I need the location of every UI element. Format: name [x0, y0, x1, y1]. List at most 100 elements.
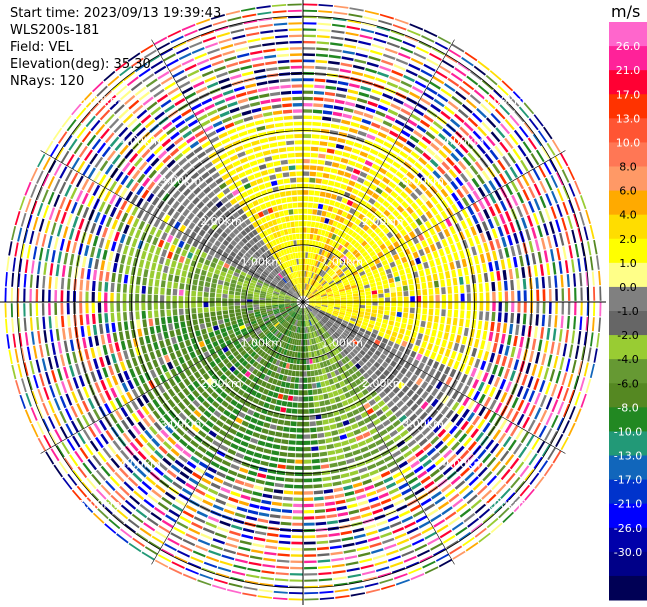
gate-cell	[92, 455, 102, 467]
gate-cell	[573, 375, 580, 390]
gate-cell	[206, 396, 215, 404]
gate-cell	[451, 203, 459, 213]
gate-cell	[577, 258, 582, 272]
gate-cell	[306, 239, 310, 246]
gate-cell	[216, 306, 222, 312]
gate-cell	[313, 484, 323, 489]
gate-cell	[371, 290, 378, 295]
gate-cell	[322, 237, 328, 243]
gate-cell	[309, 300, 316, 302]
gate-cell	[177, 335, 183, 343]
gate-cell	[382, 93, 394, 100]
gate-cell	[409, 23, 424, 31]
gate-cell	[516, 313, 521, 324]
gate-cell	[332, 333, 339, 339]
gate-cell	[60, 150, 70, 164]
gate-cell	[212, 440, 221, 448]
gate-cell	[294, 484, 303, 489]
gate-cell	[434, 456, 445, 466]
gate-cell	[51, 342, 56, 355]
gate-cell	[100, 128, 110, 140]
gate-cell	[151, 535, 165, 545]
gate-cell	[344, 171, 352, 178]
gate-cell	[448, 302, 453, 310]
gate-cell	[75, 190, 84, 202]
gate-cell	[307, 292, 312, 298]
gate-cell	[163, 331, 169, 339]
gate-cell	[328, 246, 334, 253]
gate-cell	[356, 46, 370, 52]
gate-cell	[331, 162, 340, 168]
gate-cell	[412, 345, 420, 353]
gate-cell	[240, 349, 247, 357]
gate-cell	[246, 515, 258, 521]
gate-cell	[170, 227, 177, 237]
gate-cell	[458, 85, 471, 96]
gate-cell	[485, 311, 490, 321]
gate-cell	[174, 443, 184, 452]
gate-cell	[557, 401, 565, 415]
gate-cell	[357, 313, 364, 318]
gate-cell	[237, 251, 244, 258]
gate-cell	[282, 312, 288, 317]
gate-cell	[437, 428, 447, 438]
gate-cell	[421, 136, 432, 145]
gate-cell	[393, 271, 399, 278]
gate-cell	[271, 450, 280, 456]
gate-cell	[370, 49, 383, 56]
gate-cell	[24, 332, 29, 346]
gate-cell	[251, 458, 261, 465]
gate-cell	[478, 311, 484, 321]
gate-cell	[441, 506, 453, 516]
gate-cell	[186, 237, 194, 245]
gate-cell	[106, 261, 112, 272]
gate-cell	[261, 335, 268, 342]
gate-cell	[406, 206, 414, 215]
gate-cell	[229, 413, 237, 421]
gate-cell	[423, 178, 432, 188]
gate-cell	[316, 363, 321, 369]
gate-cell	[100, 484, 112, 496]
gate-cell	[372, 508, 384, 515]
gate-cell	[276, 366, 282, 373]
gate-cell	[502, 436, 512, 448]
gate-cell	[591, 317, 595, 332]
gate-cell	[275, 275, 281, 281]
gate-cell	[198, 280, 205, 287]
gate-cell	[255, 479, 265, 485]
gate-cell	[278, 306, 285, 309]
gate-cell	[345, 271, 352, 277]
gate-cell	[45, 248, 50, 262]
gate-cell	[477, 320, 483, 330]
gate-cell	[318, 312, 324, 317]
gate-cell	[386, 549, 399, 556]
gate-cell	[328, 456, 337, 462]
gate-cell	[470, 367, 478, 378]
gate-cell	[345, 327, 352, 333]
gate-cell	[342, 266, 349, 273]
gate-cell	[318, 328, 324, 335]
gate-cell	[244, 400, 252, 408]
gate-cell	[141, 148, 151, 159]
gate-cell	[196, 210, 205, 219]
gate-cell	[405, 69, 418, 77]
gate-cell	[447, 100, 459, 110]
gate-cell	[347, 573, 362, 579]
gate-cell	[115, 410, 123, 421]
gate-cell	[97, 508, 109, 520]
gate-cell	[171, 503, 184, 512]
gate-cell	[204, 281, 211, 288]
gate-cell	[280, 445, 288, 451]
gate-cell	[110, 312, 115, 323]
gate-cell	[402, 145, 412, 154]
gate-cell	[204, 312, 210, 318]
gate-cell	[544, 208, 551, 221]
gate-cell	[312, 309, 318, 315]
gate-cell	[493, 216, 500, 227]
gate-cell	[438, 363, 445, 372]
gate-cell	[192, 399, 201, 408]
gate-cell	[259, 297, 266, 300]
gate-cell	[275, 345, 281, 352]
gate-cell	[303, 190, 309, 195]
gate-cell	[329, 351, 335, 358]
